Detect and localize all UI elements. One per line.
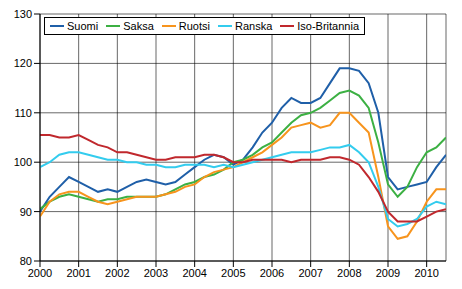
- svg-text:90: 90: [20, 206, 32, 218]
- svg-text:120: 120: [14, 57, 32, 69]
- svg-text:2002: 2002: [105, 267, 129, 279]
- svg-text:80: 80: [20, 255, 32, 267]
- html-text:Iso-Britannia: Iso-Britannia: [297, 20, 359, 32]
- svg-text:2007: 2007: [298, 267, 322, 279]
- svg-text:2009: 2009: [376, 267, 400, 279]
- svg-text:2005: 2005: [221, 267, 245, 279]
- html-text:Ranska: Ranska: [235, 20, 273, 32]
- html-text:Suomi: Suomi: [67, 20, 99, 32]
- svg-text:2008: 2008: [337, 267, 361, 279]
- html-text:Ruotsi: Ruotsi: [178, 20, 210, 32]
- svg-text:2001: 2001: [66, 267, 90, 279]
- svg-text:2006: 2006: [260, 267, 284, 279]
- svg-text:2003: 2003: [144, 267, 168, 279]
- svg-text:2010: 2010: [414, 267, 438, 279]
- svg-text:130: 130: [14, 8, 32, 20]
- html-text:Saksa: Saksa: [123, 20, 154, 32]
- svg-text:2004: 2004: [182, 267, 206, 279]
- svg-text:100: 100: [14, 156, 32, 168]
- svg-text:110: 110: [14, 107, 32, 119]
- svg-text:2000: 2000: [28, 267, 52, 279]
